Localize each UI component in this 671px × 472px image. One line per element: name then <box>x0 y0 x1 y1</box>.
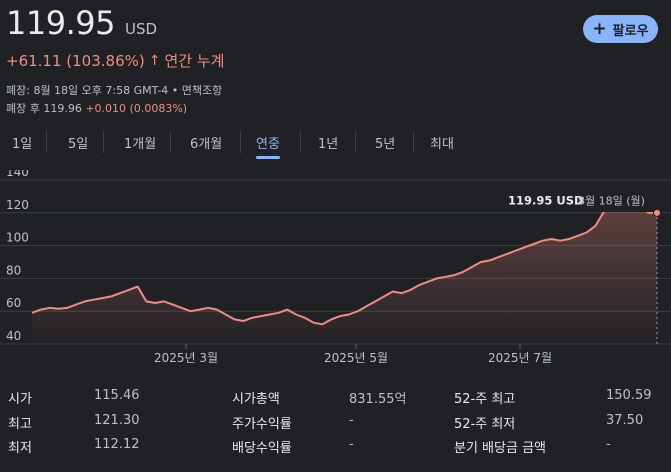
stat-quarterly-dividend-value: - <box>606 437 611 452</box>
tab-5y[interactable]: 5년 <box>375 136 396 152</box>
tab-max[interactable]: 최대 <box>430 136 454 152</box>
stat-low-value: 112.12 <box>94 437 140 452</box>
currency-label: USD <box>124 20 158 38</box>
tab-divider <box>240 131 241 153</box>
tooltip-box <box>498 188 658 212</box>
stat-open-value: 115.46 <box>94 388 140 403</box>
tooltip-date: 8월 18일 (월) <box>578 194 645 208</box>
after-hours-price: 폐장 후 119.96 <box>6 102 82 115</box>
current-price: 119.95 <box>6 4 115 42</box>
price-chart[interactable]: 40 60 80 100 120 140 2025년 3월 2025년 5월 2025년 7월… <box>0 170 671 375</box>
change-period: 연간 누계 <box>164 52 225 70</box>
plus-icon: + <box>592 18 607 39</box>
price-line <box>31 193 658 326</box>
tab-divider <box>170 131 171 153</box>
tooltip-price: 119.95 USD <box>508 194 584 208</box>
y-tick-label: 40 <box>6 329 21 343</box>
stat-high-value: 121.30 <box>94 413 140 428</box>
tab-1d[interactable]: 1일 <box>12 136 33 152</box>
arrow-up-icon: ↑ <box>148 52 161 69</box>
close-info: 폐장: 8월 18일 오후 7:58 GMT-4 • 면책조항 <box>6 84 223 97</box>
stat-dividend-yield-label: 배당수익률 <box>232 441 292 456</box>
stat-quarterly-dividend-label: 분기 배당금 금액 <box>454 441 546 456</box>
tab-divider <box>103 131 104 153</box>
stat-52w-low-label: 52-주 최저 <box>454 417 516 432</box>
y-tick-label: 100 <box>6 231 29 245</box>
stat-high-label: 최고 <box>8 417 32 432</box>
tab-divider <box>46 131 47 153</box>
y-tick-label: 60 <box>6 296 21 310</box>
stat-market-cap-label: 시가총액 <box>232 392 280 407</box>
stat-pe-label: 주가수익률 <box>232 417 292 432</box>
after-hours-change: +0.010 (0.0083%) <box>85 102 188 115</box>
stat-open-label: 시가 <box>8 392 32 407</box>
stat-52w-low-value: 37.50 <box>606 413 644 428</box>
tab-1y[interactable]: 1년 <box>318 136 339 152</box>
x-axis: 2025년 3월 2025년 5월 2025년 7월 <box>154 344 552 365</box>
x-tick-label: 2025년 7월 <box>488 351 552 365</box>
after-hours-info: 폐장 후 119.96 +0.010 (0.0083%) <box>6 100 187 116</box>
tab-6m[interactable]: 6개월 <box>190 136 223 152</box>
tab-divider <box>300 131 301 153</box>
chart-tooltip: 119.95 USD 8월 18일 (월) <box>498 188 661 344</box>
y-axis: 40 60 80 100 120 140 <box>6 170 29 343</box>
stat-market-cap-value: 831.55억 <box>349 392 407 407</box>
price-change: +61.11 (103.86%) ↑ 연간 누계 <box>6 50 224 71</box>
y-tick-label: 120 <box>6 198 29 212</box>
stat-52w-high-label: 52-주 최고 <box>454 392 516 407</box>
stat-dividend-yield-value: - <box>349 437 354 452</box>
stat-pe-value: - <box>349 413 354 428</box>
y-tick-label: 140 <box>6 170 29 179</box>
tab-divider <box>355 131 356 153</box>
change-value: +61.11 (103.86%) <box>6 51 145 70</box>
x-tick-label: 2025년 5월 <box>324 351 388 365</box>
tab-divider <box>413 131 414 153</box>
tooltip-marker <box>653 208 661 217</box>
y-tick-label: 80 <box>6 263 21 277</box>
follow-button[interactable]: + 팔로우 <box>583 15 658 43</box>
follow-button-label: 팔로우 <box>612 23 649 39</box>
x-tick-label: 2025년 3월 <box>154 351 218 365</box>
tab-1m[interactable]: 1개월 <box>124 136 157 152</box>
stat-52w-high-value: 150.59 <box>606 388 652 403</box>
tab-ytd[interactable]: 연중 <box>256 127 280 159</box>
chart-area-fill <box>32 194 657 344</box>
tab-5d[interactable]: 5일 <box>68 136 89 152</box>
price-header: 119.95 USD <box>6 4 157 42</box>
stat-low-label: 최저 <box>8 441 32 456</box>
